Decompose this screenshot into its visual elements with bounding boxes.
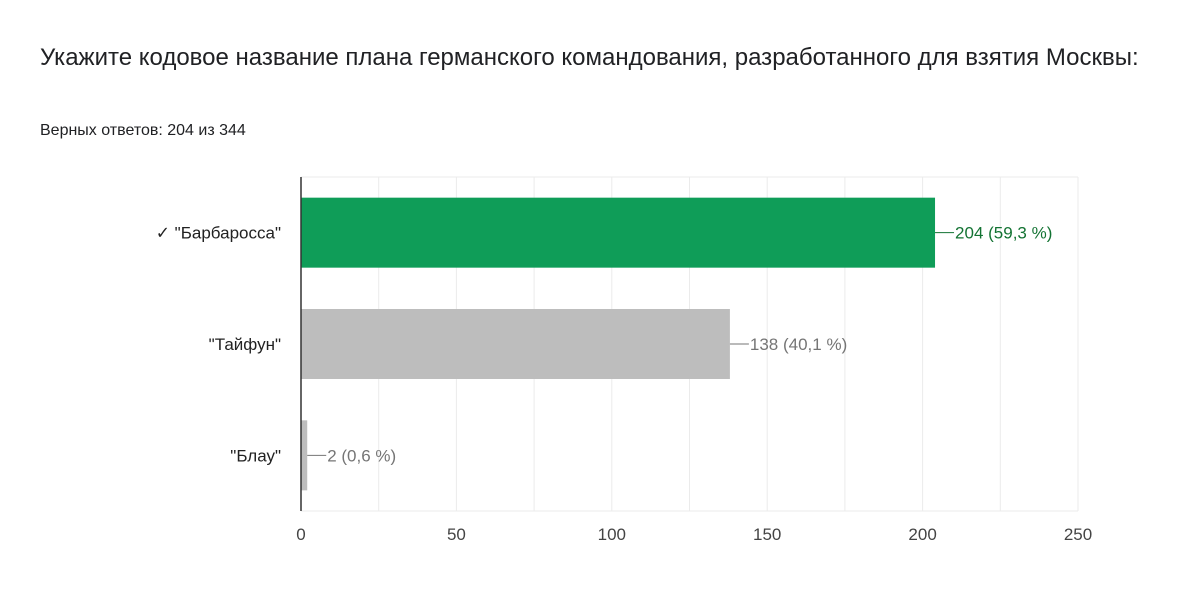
x-tick-label: 150 xyxy=(753,525,781,544)
data-label: 2 (0,6 %) xyxy=(327,446,396,465)
x-tick-label: 250 xyxy=(1064,525,1092,544)
category-label: "Тайфун" xyxy=(209,335,281,354)
correct-answers-count: Верных ответов: 204 из 344 xyxy=(40,122,246,139)
data-label: 138 (40,1 %) xyxy=(750,335,847,354)
bar xyxy=(301,197,936,268)
x-tick-label: 0 xyxy=(296,525,305,544)
question-title: Укажите кодовое название плана германско… xyxy=(40,44,1139,71)
x-tick-label: 200 xyxy=(908,525,936,544)
category-label: ✓ "Барбаросса" xyxy=(156,224,281,243)
data-label: 204 (59,3 %) xyxy=(955,224,1052,243)
bar xyxy=(301,420,308,491)
bar xyxy=(301,309,730,379)
x-tick-label: 50 xyxy=(447,525,466,544)
x-tick-label: 100 xyxy=(598,525,626,544)
category-label: "Блау" xyxy=(230,446,281,465)
